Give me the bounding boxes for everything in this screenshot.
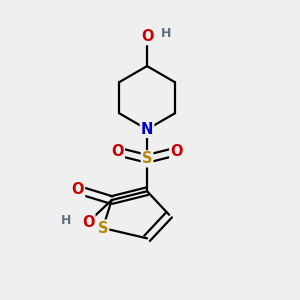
Text: O: O	[111, 144, 124, 159]
Text: S: S	[142, 151, 152, 166]
Text: O: O	[170, 144, 183, 159]
Text: N: N	[141, 122, 153, 137]
Text: O: O	[82, 214, 94, 230]
Text: O: O	[72, 182, 84, 197]
Text: H: H	[161, 27, 171, 40]
Text: H: H	[61, 214, 71, 227]
Text: S: S	[98, 220, 108, 236]
Text: O: O	[141, 29, 153, 44]
